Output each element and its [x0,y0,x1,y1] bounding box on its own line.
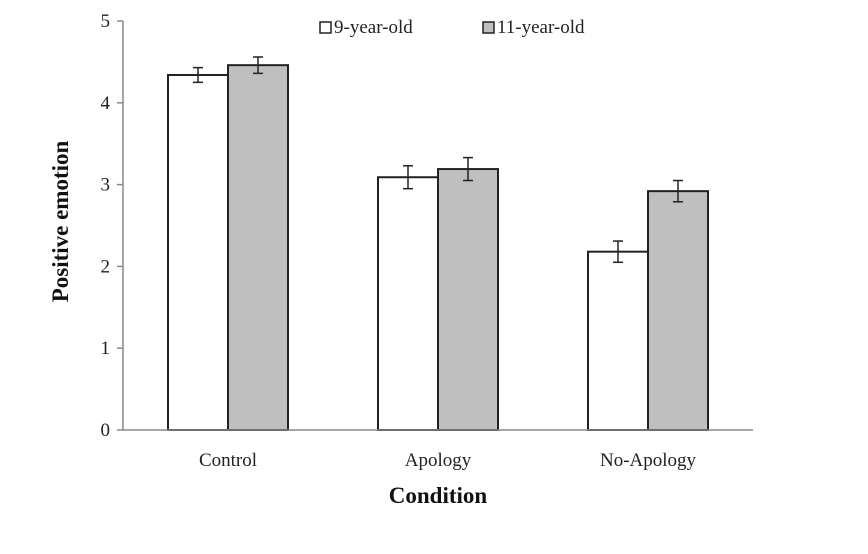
legend-swatch-0 [319,21,332,34]
x-tick-label: Control [199,450,257,471]
bar-no-apology-1 [647,190,709,431]
y-tick-label: 3 [101,175,111,196]
x-axis-title: Condition [389,483,488,508]
y-tick-label: 5 [101,11,111,32]
x-axis-ticks: Control Apology No-Apology [199,450,697,471]
y-tick-label: 2 [101,256,111,277]
bar-control-1 [227,64,289,431]
bar-apology-1 [437,168,499,431]
legend-swatch-1 [482,21,495,34]
error-bars-group [193,56,683,264]
y-tick-label: 1 [101,338,111,359]
y-tick-label: 0 [101,420,111,441]
bar-apology-0 [377,176,439,431]
y-axis-title: Positive emotion [48,140,73,302]
legend-label-0: 9-year-old [334,17,413,38]
bars-group [167,64,709,431]
y-tick-label: 4 [101,93,111,114]
y-axis-ticks: 0 1 2 3 4 5 [101,11,123,441]
x-tick-label: Apology [405,450,472,471]
bar-no-apology-0 [587,250,649,431]
x-tick-label: No-Apology [600,450,697,471]
legend-label-1: 11-year-old [497,17,585,38]
bar-control-0 [167,73,229,431]
legend: 9-year-old 11-year-old [319,17,585,38]
